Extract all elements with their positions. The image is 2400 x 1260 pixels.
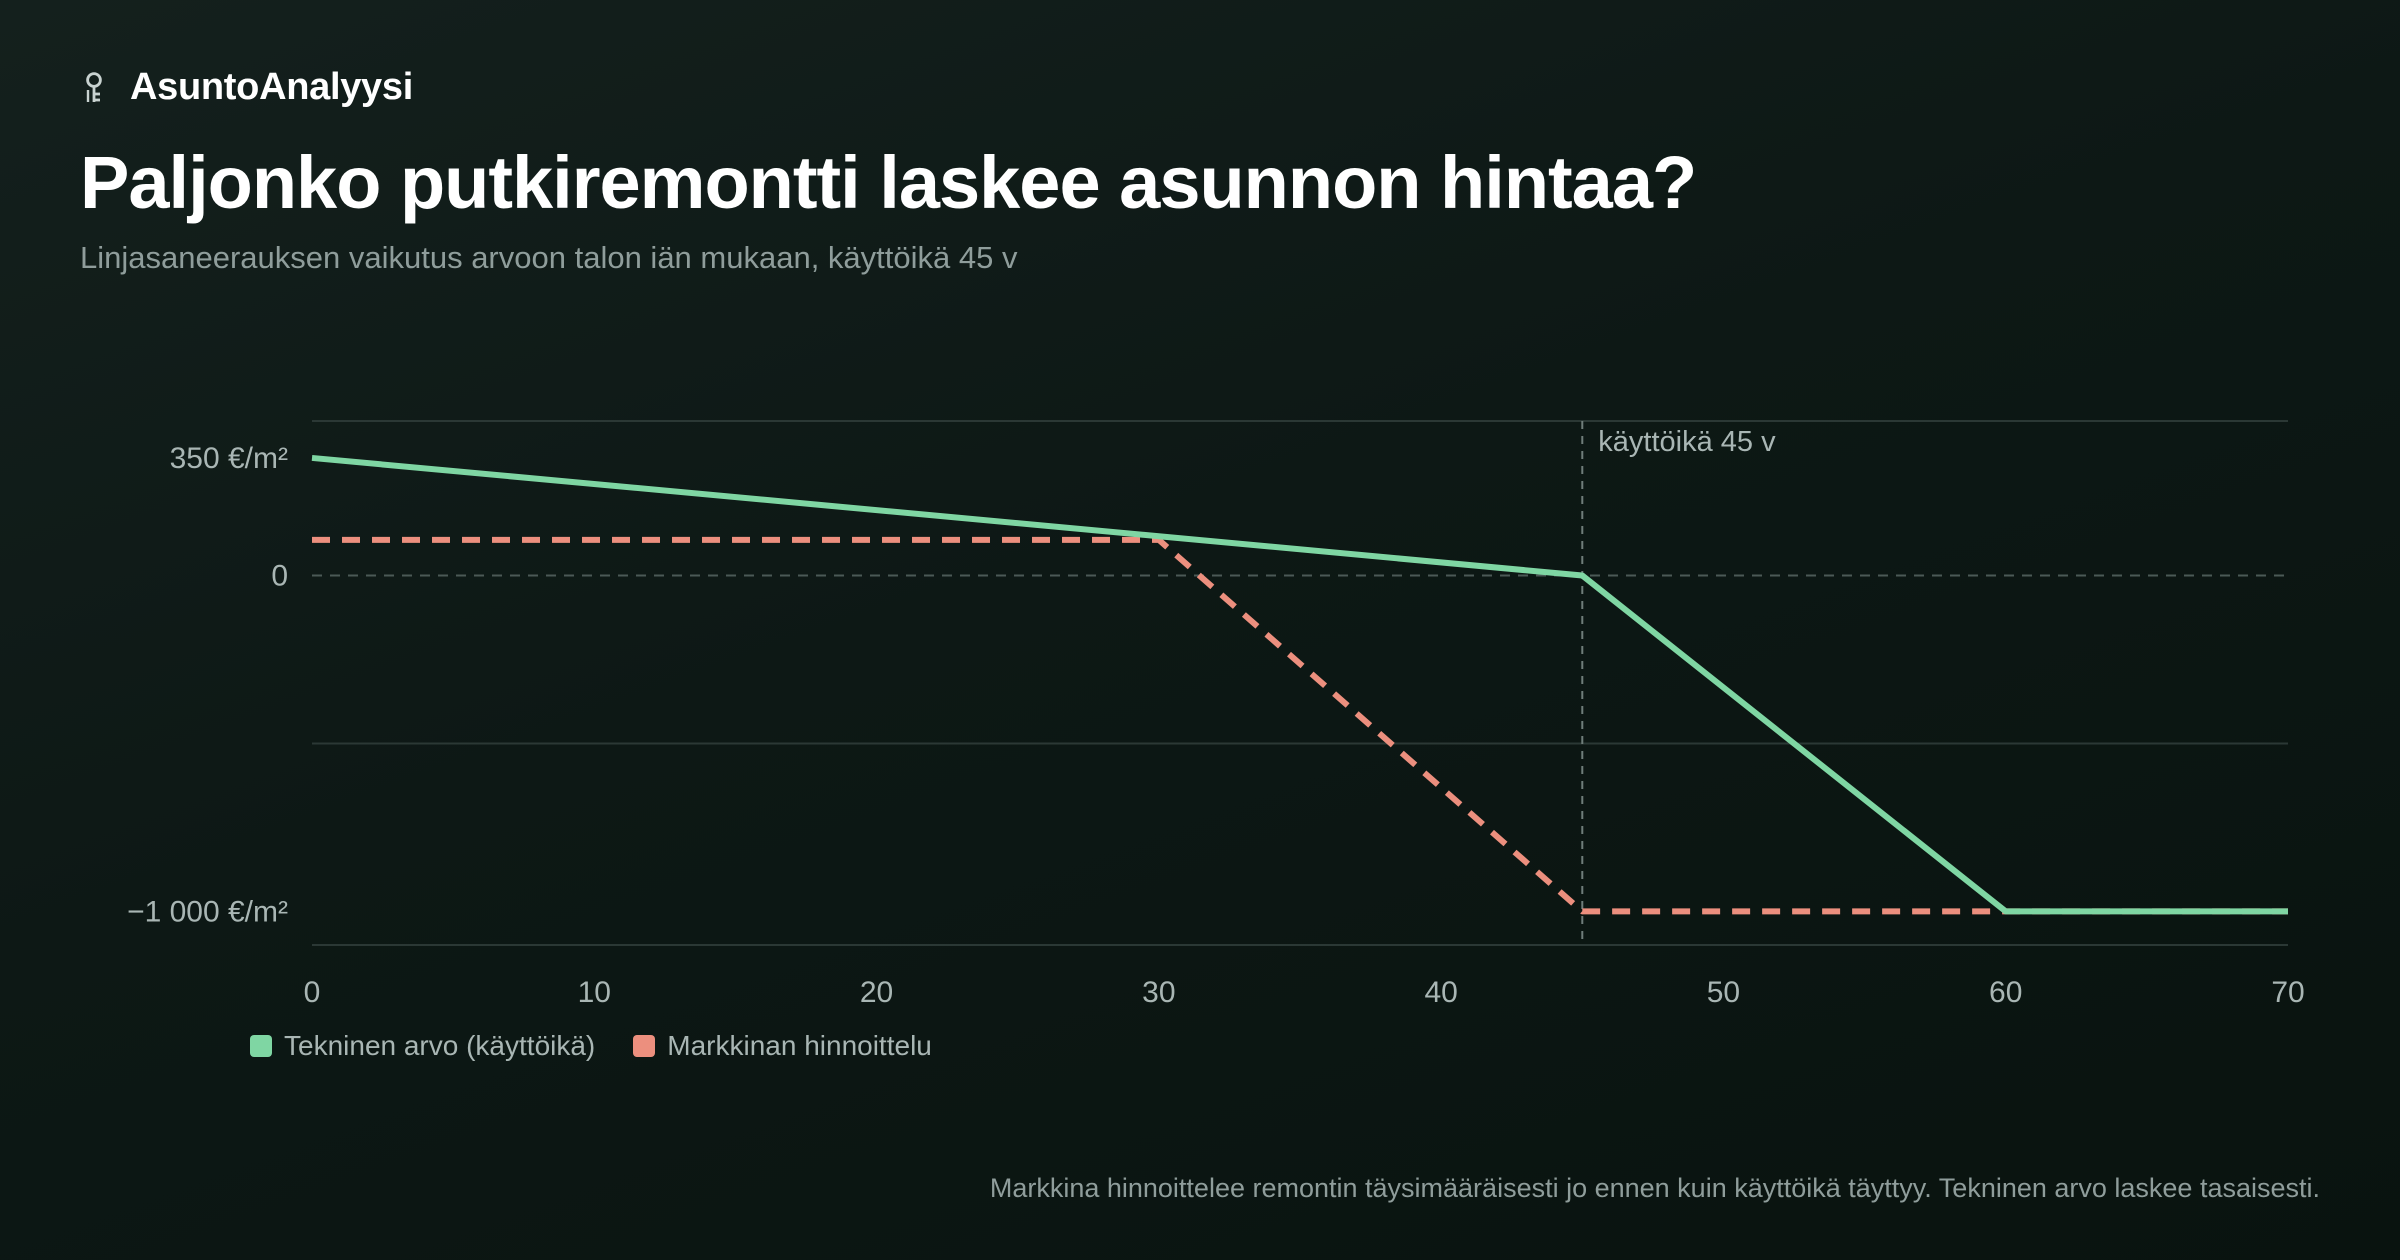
y-tick-label: 0 bbox=[271, 560, 288, 593]
x-tick-label: 0 bbox=[304, 976, 321, 1009]
x-tick-label: 60 bbox=[1989, 976, 2022, 1009]
brand-name: AsuntoAnalyysi bbox=[130, 66, 413, 108]
x-tick-label: 10 bbox=[578, 976, 611, 1009]
annotation-label: käyttöikä 45 v bbox=[1598, 426, 1776, 458]
legend-item-technical: Tekninen arvo (käyttöikä) bbox=[250, 1030, 595, 1062]
legend-label-technical: Tekninen arvo (käyttöikä) bbox=[284, 1030, 596, 1061]
legend-item-market: Markkinan hinnoittelu bbox=[633, 1030, 932, 1062]
page-subtitle: Linjasaneerauksen vaikutus arvoon talon … bbox=[80, 240, 1018, 275]
x-tick-label: 50 bbox=[1707, 976, 1740, 1009]
footnote: Markkina hinnoittelee remontin täysimäär… bbox=[989, 1173, 2320, 1203]
legend-swatch-market bbox=[633, 1035, 656, 1057]
series-line-technical bbox=[311, 454, 2288, 915]
legend-swatch-technical bbox=[250, 1035, 272, 1057]
page-title: Paljonko putkiremontti laskee asunnon hi… bbox=[80, 141, 1697, 224]
legend-label-market: Markkinan hinnoittelu bbox=[667, 1030, 932, 1061]
y-tick-label: −1 000 €/m² bbox=[127, 895, 288, 928]
y-tick-label: 350 €/m² bbox=[170, 442, 288, 475]
x-tick-label: 30 bbox=[1142, 976, 1175, 1009]
house-key-icon bbox=[86, 71, 102, 102]
brand: AsuntoAnalyysi bbox=[80, 66, 413, 109]
chart-legend: Tekninen arvo (käyttöikä) Markkinan hinn… bbox=[250, 1030, 932, 1062]
x-tick-label: 20 bbox=[860, 976, 893, 1009]
series-line-market bbox=[312, 536, 2288, 915]
x-tick-label: 40 bbox=[1424, 976, 1457, 1009]
x-tick-label: 70 bbox=[2271, 976, 2304, 1009]
